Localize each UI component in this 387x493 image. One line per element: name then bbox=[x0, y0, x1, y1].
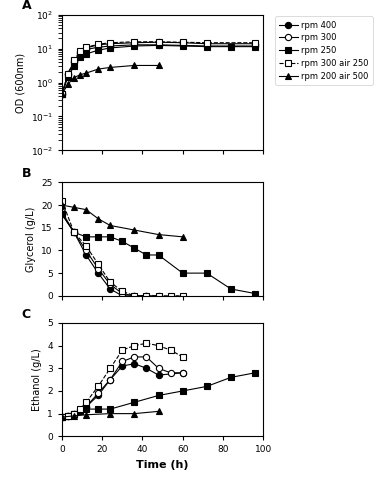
Text: A: A bbox=[22, 0, 31, 12]
Y-axis label: Ethanol (g/L): Ethanol (g/L) bbox=[32, 348, 41, 411]
Text: B: B bbox=[22, 167, 31, 180]
Y-axis label: OD (600nm): OD (600nm) bbox=[15, 53, 25, 112]
Text: C: C bbox=[22, 308, 31, 320]
Y-axis label: Glycerol (g/L): Glycerol (g/L) bbox=[26, 207, 36, 272]
Legend: rpm 400, rpm 300, rpm 250, rpm 300 air 250, rpm 200 air 500: rpm 400, rpm 300, rpm 250, rpm 300 air 2… bbox=[275, 16, 373, 85]
X-axis label: Time (h): Time (h) bbox=[136, 460, 189, 470]
